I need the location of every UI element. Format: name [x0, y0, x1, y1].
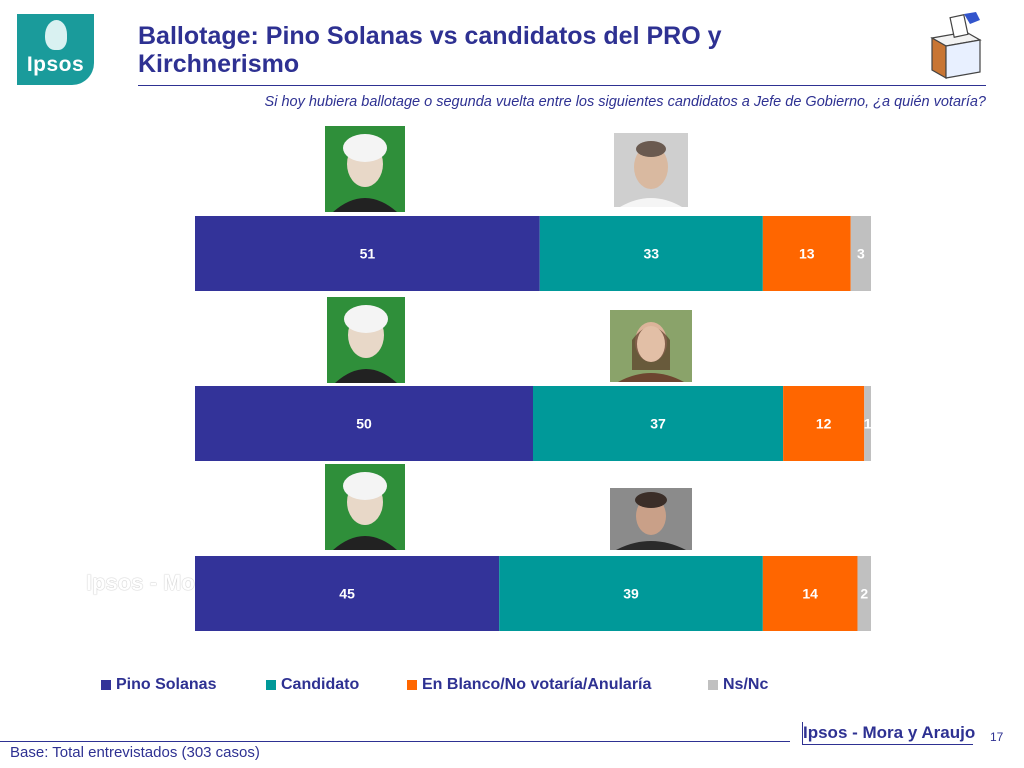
- label-nsnc-row-2: 1: [864, 416, 872, 432]
- candidato-3-photo: [610, 488, 692, 550]
- page-number: 17: [990, 730, 1004, 744]
- label-candidato-row-2: 37: [650, 416, 666, 432]
- legend-label-blanco: En Blanco/No votaría/Anularía: [422, 676, 652, 693]
- label-candidato-row-1: 33: [644, 246, 660, 262]
- legend-item-blanco: En Blanco/No votaría/Anularía: [407, 676, 651, 694]
- logo-head-icon: [45, 20, 67, 50]
- bar-blanco-row-2: [783, 386, 865, 461]
- legend-item-candidato: Candidato: [266, 676, 359, 694]
- pino-solanas-photo-3: [325, 464, 405, 550]
- legend-item-pino: Pino Solanas: [101, 676, 216, 694]
- brand-logo: Ipsos - Mora y Araujo: [802, 722, 975, 745]
- bar-candidato-row-3: [499, 556, 763, 631]
- candidato-2-photo: [610, 310, 692, 382]
- label-blanco-row-1: 13: [799, 246, 815, 262]
- legend-label-pino: Pino Solanas: [116, 676, 217, 693]
- legend-swatch-nsnc: [708, 680, 718, 690]
- legend-swatch-pino: [101, 680, 111, 690]
- bar-pino-row-2: [195, 386, 533, 461]
- legend-swatch-blanco: [407, 680, 417, 690]
- page-title: Ballotage: Pino Solanas vs candidatos de…: [138, 22, 722, 78]
- label-blanco-row-2: 12: [816, 416, 832, 432]
- ballot-box-icon: [930, 12, 982, 80]
- label-nsnc-row-3: 2: [860, 586, 868, 602]
- question-subtitle: Si hoy hubiera ballotage o segunda vuelt…: [264, 94, 986, 110]
- chart-legend: Pino Solanas Candidato En Blanco/No vota…: [0, 676, 1024, 696]
- legend-item-nsnc: Ns/Nc: [708, 676, 768, 694]
- bar-pino-row-1: [195, 216, 540, 291]
- label-nsnc-row-1: 3: [857, 246, 865, 262]
- watermark: Ipsos - Mo: [86, 570, 195, 595]
- pino-solanas-photo-2: [327, 297, 405, 383]
- candidato-1-photo: [614, 133, 688, 207]
- bar-nsnc-row-2: [864, 386, 871, 461]
- bar-pino-row-3: [195, 556, 500, 631]
- label-pino-row-1: 51: [360, 246, 376, 262]
- legend-label-candidato: Candidato: [281, 676, 360, 693]
- label-blanco-row-3: 14: [802, 586, 818, 602]
- logo-text: Ipsos: [26, 53, 85, 76]
- label-candidato-row-3: 39: [623, 586, 639, 602]
- base-note: Base: Total entrevistados (303 casos): [10, 744, 260, 761]
- pino-solanas-photo-1: [325, 126, 405, 212]
- bar-nsnc-row-1: [850, 216, 871, 291]
- title-divider: [138, 85, 986, 86]
- bar-blanco-row-3: [762, 556, 858, 631]
- label-pino-row-3: 45: [339, 586, 355, 602]
- bar-blanco-row-1: [762, 216, 851, 291]
- ipsos-logo: Ipsos: [17, 14, 94, 85]
- legend-label-nsnc: Ns/Nc: [723, 676, 769, 693]
- legend-swatch-candidato: [266, 680, 276, 690]
- bar-candidato-row-1: [539, 216, 763, 291]
- label-pino-row-2: 50: [356, 416, 372, 432]
- bar-candidato-row-2: [533, 386, 784, 461]
- bar-nsnc-row-3: [857, 556, 871, 631]
- footer-divider: [0, 741, 790, 742]
